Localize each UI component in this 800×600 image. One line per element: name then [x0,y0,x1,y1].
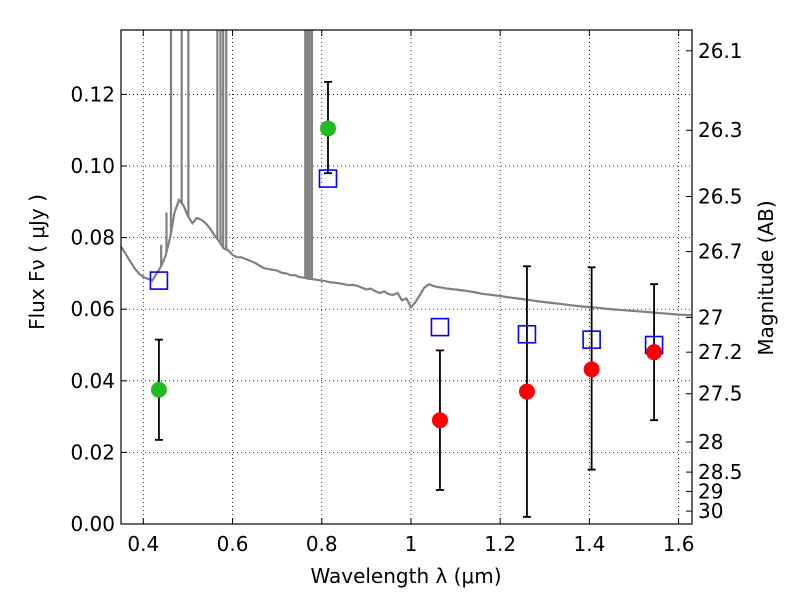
right-axis-label: Magnitude (AB) [754,200,778,355]
magnitude-tick-label: 29 [698,479,723,503]
y-tick-labels: 0.00 0.02 0.04 0.06 0.08 0.10 0.12 [70,82,115,536]
x-tick-label: 0.6 [217,532,249,556]
x-tick-labels: 0.4 0.6 0.8 1 1.2 1.4 1.6 [127,532,694,556]
magnitude-tick-label: 27.5 [698,382,743,406]
flux-point [646,344,663,361]
sed-model-line [120,197,693,317]
y-tick-label: 0.12 [70,82,115,106]
x-tick-label: 1.4 [573,532,605,556]
y-tick-label: 0.04 [70,369,115,393]
x-tick-label: 1 [405,532,418,556]
x-tick-label: 1.2 [484,532,516,556]
y-tick-label: 0.00 [70,512,115,536]
flux-point [319,120,336,137]
x-tick-label: 0.8 [306,532,338,556]
magnitude-tick-label: 27 [698,305,723,329]
magnitude-tick-label: 26.5 [698,184,743,208]
flux-point [518,383,535,400]
plot-frame [120,29,693,525]
magnitude-tick-label: 26.1 [698,39,743,63]
y-tick-label: 0.08 [70,226,115,250]
magnitude-tick-label: 30 [698,499,723,523]
model-photometry-square [318,169,338,188]
magnitude-tick-label: 27.2 [698,340,743,364]
grid-lines [121,30,692,525]
magnitude-tick-label: 26.7 [698,240,743,264]
flux-point [150,381,167,398]
sed-model-curve [120,30,693,317]
x-tick-label: 0.4 [127,532,159,556]
magnitude-tick-label: 26.3 [698,118,743,142]
y-tick-label: 0.06 [70,297,115,321]
magnitude-tick-label: 28 [698,430,723,454]
x-tick-label: 1.6 [663,532,695,556]
flux-point [431,412,448,429]
model-photometry-square [517,324,537,344]
axis-ticks [121,30,692,525]
flux-point [583,361,600,378]
x-axis-label: Wavelength λ (μm) [310,564,501,588]
model-photometry-square [430,317,450,337]
model-photometry-square [582,330,601,349]
magnitude-tick-label: 28.5 [698,460,743,484]
model-photometry-square [149,271,169,290]
y-tick-label: 0.10 [70,154,115,178]
measured-flux-markers [150,120,663,429]
y-axis-label: Flux Fν ( μJy ) [25,194,49,330]
y-tick-label: 0.02 [70,440,115,464]
